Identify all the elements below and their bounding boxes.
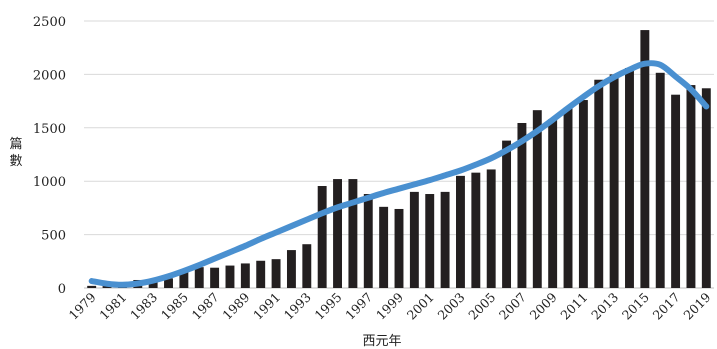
bar [271, 259, 281, 288]
bar [548, 119, 558, 288]
bar [256, 260, 266, 288]
x-tick-label: 1985 [158, 290, 191, 323]
x-tick-label: 2019 [680, 289, 713, 322]
bar [532, 110, 542, 288]
bar [456, 175, 465, 288]
x-tick-label: 1999 [373, 289, 406, 322]
bar [625, 67, 634, 288]
y-tick-label: 1000 [33, 175, 66, 190]
bar [194, 267, 204, 288]
y-tick-label: 2000 [33, 68, 66, 83]
bar [394, 208, 404, 288]
x-tick-label: 2001 [404, 290, 437, 323]
bar [148, 280, 158, 288]
bar [640, 30, 650, 288]
x-axis-ticks: 1979198119831985198719891991199319951997… [66, 289, 714, 322]
x-tick-label: 1997 [342, 289, 375, 322]
bar [210, 267, 220, 288]
x-tick-label: 2011 [557, 290, 590, 323]
bar [379, 206, 389, 288]
bar [655, 72, 665, 288]
x-tick-label: 2007 [496, 289, 529, 322]
x-tick-label: 2005 [465, 290, 498, 323]
bar [671, 94, 681, 288]
y-axis-ticks: 0 500 1000 1500 2000 2500 [33, 15, 66, 297]
x-tick-label: 2017 [650, 289, 683, 322]
bar [363, 194, 373, 288]
y-tick-label: 500 [41, 229, 66, 244]
x-tick-label: 1991 [250, 290, 283, 323]
gridlines [84, 20, 714, 289]
bar [333, 179, 342, 288]
x-axis-title: 西元年 [362, 334, 401, 349]
bar [164, 278, 173, 288]
bar [486, 169, 496, 288]
trend-line-group [88, 60, 710, 288]
bar [302, 244, 312, 288]
bar [179, 270, 189, 288]
bar [609, 74, 619, 289]
bar [701, 88, 711, 288]
x-tick-label: 2009 [527, 289, 560, 322]
x-tick-label: 1995 [312, 290, 345, 323]
x-tick-label: 2013 [588, 289, 621, 322]
bar [471, 172, 481, 288]
bar [563, 107, 573, 289]
bar [102, 285, 112, 288]
bar [286, 250, 296, 288]
x-tick-label: 1987 [189, 289, 222, 322]
bar [502, 140, 512, 288]
bar [594, 79, 604, 289]
x-tick-label: 1979 [66, 289, 99, 322]
trend-line [88, 60, 710, 288]
bar [317, 186, 327, 288]
x-tick-label: 2015 [619, 290, 652, 323]
bar [240, 263, 250, 288]
bar [225, 265, 235, 288]
bar [425, 194, 435, 288]
bar [517, 122, 527, 288]
x-tick-label: 1981 [96, 290, 129, 323]
bar [87, 285, 97, 288]
y-tick-label: 0 [58, 282, 66, 297]
y-tick-label: 2500 [33, 15, 66, 30]
bar [578, 100, 588, 288]
x-tick-label: 1989 [219, 289, 252, 322]
x-tick-label: 1993 [281, 289, 314, 322]
bars [87, 30, 711, 289]
bar [348, 179, 358, 288]
bar [686, 85, 696, 288]
bar [409, 191, 419, 288]
bar [440, 191, 450, 288]
y-axis-title-char-2: 數 [9, 154, 22, 169]
y-axis-title-char-1: 篇 [9, 137, 22, 152]
x-tick-label: 2003 [434, 289, 467, 322]
x-tick-label: 1983 [127, 289, 160, 322]
y-tick-label: 1500 [33, 122, 66, 137]
